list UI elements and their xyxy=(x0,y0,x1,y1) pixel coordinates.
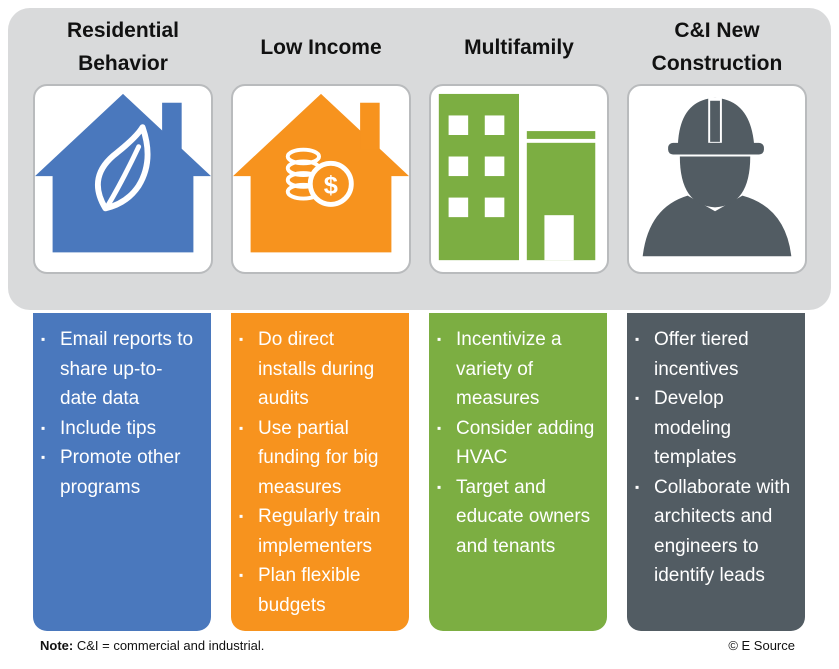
house-coins-icon: $ xyxy=(233,93,409,253)
list-item: Use partial funding for big measures xyxy=(239,414,397,503)
list-item: Offer tiered incentives xyxy=(635,325,793,384)
hard-hat-worker-icon xyxy=(642,97,792,257)
icon-card-multifamily xyxy=(429,84,609,274)
house-leaf-icon xyxy=(35,93,211,253)
column-title-residential-behavior: Residential Behavior xyxy=(66,19,180,75)
bullet-panel-residential-behavior: Email reports to share up-to-date data I… xyxy=(33,313,211,631)
bullet-panel-ci-new-construction: Offer tiered incentives Develop modeling… xyxy=(627,313,805,631)
list-item: Plan flexible budgets xyxy=(239,561,397,620)
list-item: Email reports to share up-to-date data xyxy=(41,325,199,414)
list-item: Promote other programs xyxy=(41,443,199,502)
list-item: Include tips xyxy=(41,414,199,444)
icon-card-residential-behavior xyxy=(33,84,213,274)
list-item: Do direct installs during audits xyxy=(239,325,397,414)
icon-card-ci-new-construction xyxy=(627,84,807,274)
list-item: Collaborate with architects and engineer… xyxy=(635,473,793,591)
icon-card-low-income: $ xyxy=(231,84,411,274)
note-label: Note: xyxy=(40,638,74,653)
svg-text:$: $ xyxy=(324,172,338,200)
list-item: Regularly train implementers xyxy=(239,502,397,561)
column-title-low-income: Low Income xyxy=(260,36,382,59)
column-title-multifamily: Multifamily xyxy=(464,36,574,59)
list-item: Incentivize a variety of measures xyxy=(437,325,595,414)
bullet-panel-multifamily: Incentivize a variety of measures Consid… xyxy=(429,313,607,631)
apartment-building-icon xyxy=(438,93,596,261)
list-item: Develop modeling templates xyxy=(635,384,793,473)
note-text: C&I = commercial and industrial. xyxy=(73,638,265,653)
list-item: Target and educate owners and tenants xyxy=(437,473,595,562)
bullet-panel-low-income: Do direct installs during audits Use par… xyxy=(231,313,409,631)
footnote: Note: C&I = commercial and industrial. xyxy=(40,638,264,653)
copyright-notice: © E Source xyxy=(728,638,795,653)
list-item: Consider adding HVAC xyxy=(437,414,595,473)
column-title-ci-new-construction: C&I New Construction xyxy=(651,19,783,75)
